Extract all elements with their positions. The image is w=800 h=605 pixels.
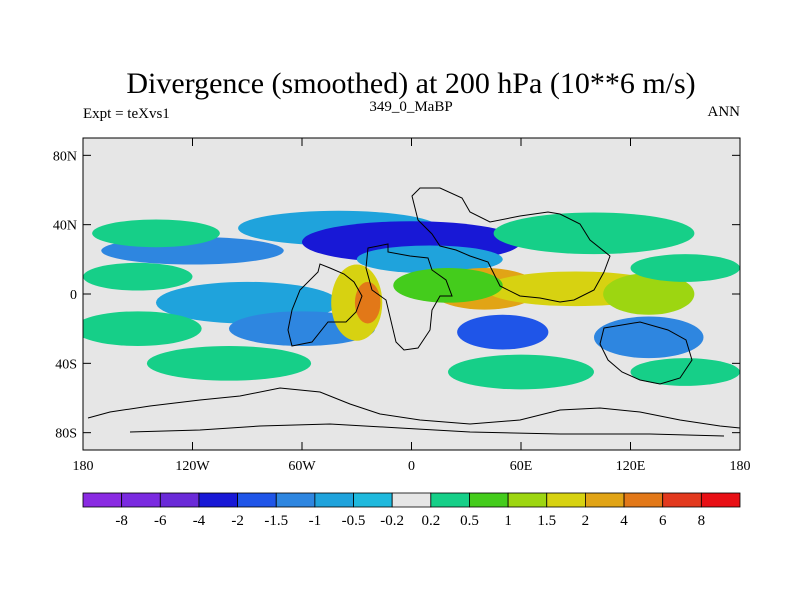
field-blob-20	[448, 354, 594, 390]
colorbar-label: -4	[193, 513, 206, 529]
field-blob-3	[356, 245, 503, 274]
colorbar-label: -2	[231, 513, 244, 529]
field-blob-7	[594, 316, 704, 359]
colorbar-swatch	[430, 492, 470, 508]
colorbar-swatch	[469, 492, 509, 508]
y-tick-label: 80S	[55, 427, 77, 442]
eurasia-coastline	[411, 187, 611, 303]
colorbar-label: 4	[620, 513, 628, 529]
field-blob-17	[630, 254, 740, 282]
colorbar-swatch	[198, 492, 238, 508]
y-tick-label: 80N	[53, 149, 77, 164]
colorbar-swatch	[662, 492, 702, 508]
field-blob-6	[457, 314, 549, 350]
colorbar-swatch	[314, 492, 354, 508]
colorbar-label: -1.5	[264, 513, 288, 529]
colorbar-swatch	[275, 492, 316, 508]
x-tick-label: 60E	[510, 459, 533, 474]
antarctica-coastline	[87, 387, 740, 437]
subtitle-left: Expt = teXvs1	[83, 106, 170, 122]
field-blob-12	[603, 273, 695, 315]
colorbar-swatch	[585, 492, 625, 508]
colorbar-swatch	[391, 492, 432, 508]
colorbar-swatch	[237, 492, 277, 508]
y-tick-label: 40N	[53, 219, 77, 234]
colorbar-label: 6	[659, 513, 667, 529]
colorbar-label: -6	[154, 513, 167, 529]
colorbar-label: 8	[698, 513, 706, 529]
africa-coastline	[365, 243, 453, 351]
field-blob-19	[146, 346, 312, 381]
colorbar-label: 2	[582, 513, 590, 529]
x-tick-label: 120W	[175, 459, 210, 474]
subtitle-right: ANN	[708, 104, 741, 120]
colorbar-swatch	[159, 492, 200, 508]
colorbar-label: -0.5	[342, 513, 366, 529]
colorbar-swatch	[546, 492, 586, 508]
field-blob-16	[83, 262, 193, 291]
colorbar-swatch	[121, 492, 161, 508]
south-america-coastline	[287, 263, 363, 347]
field-blob-14	[92, 219, 220, 248]
subtitle-center: 349_0_MaBP	[369, 99, 452, 115]
colorbar-label: -8	[115, 513, 128, 529]
colorbar-label: -1	[309, 513, 322, 529]
field-blob-21	[630, 358, 740, 386]
colorbar-swatch	[700, 492, 741, 508]
x-tick-label: 60W	[288, 459, 316, 474]
plot-area: 180 120W 60W 0 60E 120E 180 80N 40N 0 40S 80S	[53, 137, 751, 474]
field-blob-15	[493, 212, 695, 255]
colorbar: -8 -6 -4 -2 -1.5 -1 -0.5 -0.2 0.2 0.5 1 1.5 2 4 6 8	[82, 492, 741, 529]
field-blob-9	[354, 281, 381, 324]
x-tick-label: 0	[408, 459, 415, 474]
colorbar-label: 0.5	[460, 513, 479, 529]
x-tick-label: 180	[73, 459, 94, 474]
australia-coastline	[599, 321, 693, 385]
colorbar-label: 0.2	[421, 513, 440, 529]
y-tick-label: 40S	[55, 357, 77, 372]
colorbar-label: -0.2	[380, 513, 404, 529]
colorbar-swatch	[623, 492, 664, 508]
x-tick-label: 120E	[616, 459, 646, 474]
colorbar-label: 1	[504, 513, 512, 529]
colorbar-swatch	[353, 492, 393, 508]
colorbar-swatch	[507, 492, 548, 508]
x-tick-label: 180	[730, 459, 751, 474]
y-tick-label: 0	[70, 288, 77, 303]
colorbar-swatch	[82, 492, 123, 508]
colorbar-label: 1.5	[537, 513, 556, 529]
chart-title: Divergence (smoothed) at 200 hPa (10**6 …	[126, 67, 695, 100]
field-blob-18	[83, 311, 202, 346]
